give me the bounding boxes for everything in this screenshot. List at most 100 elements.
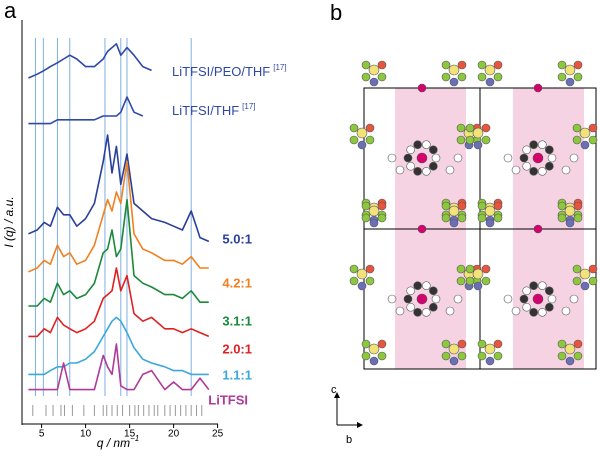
atom [533, 83, 543, 93]
atom [484, 205, 496, 217]
atom [449, 356, 459, 366]
atom [377, 213, 387, 223]
atom [547, 153, 557, 163]
atom [441, 60, 451, 70]
atom [349, 123, 359, 133]
atom [573, 339, 583, 349]
atom [457, 60, 467, 70]
atom [445, 306, 455, 316]
x-tick-label: 15 [124, 429, 136, 440]
series-label-ref: [17] [242, 102, 255, 111]
atom [519, 153, 529, 163]
atom [457, 351, 467, 361]
atom [477, 201, 487, 211]
atom [457, 201, 467, 211]
atom [441, 339, 451, 349]
atom [448, 64, 460, 76]
series-line [28, 267, 210, 338]
atom [472, 268, 484, 280]
atom [416, 152, 428, 164]
atom [387, 153, 397, 163]
atom [441, 351, 451, 361]
atom [406, 161, 415, 171]
atom [356, 268, 368, 280]
atom [429, 286, 438, 296]
atom [477, 351, 487, 361]
atom [441, 201, 451, 211]
atom [477, 72, 487, 82]
atom [387, 294, 397, 304]
series-label: LiTFSI/THF [17] [172, 102, 256, 118]
x-tick-label: 20 [168, 429, 180, 440]
atom [441, 213, 451, 223]
atom [538, 281, 547, 290]
atom [369, 218, 379, 228]
atom [413, 140, 422, 149]
atom [365, 276, 375, 286]
atom [538, 167, 547, 176]
atom [477, 60, 487, 70]
atom [465, 264, 475, 274]
atom [573, 213, 583, 223]
atom [349, 135, 359, 145]
atom [429, 302, 438, 312]
atom [377, 60, 387, 70]
atom [477, 213, 487, 223]
series-label: 4.2:1 [222, 275, 252, 290]
atom [564, 205, 576, 217]
atom [456, 123, 466, 133]
atom [529, 140, 538, 149]
atom [569, 294, 579, 304]
x-tick-label: 25 [212, 429, 224, 440]
axis-arrow [334, 392, 340, 398]
atom [361, 213, 371, 223]
atom [547, 294, 557, 304]
atom [557, 60, 567, 70]
atom [532, 152, 544, 164]
atom [422, 167, 431, 176]
series-label: 2.0:1 [222, 341, 252, 356]
atom [511, 306, 521, 316]
atom [493, 201, 503, 211]
atom [422, 308, 431, 317]
atom [522, 145, 531, 155]
atom [357, 140, 367, 150]
atom [557, 72, 567, 82]
atom [493, 213, 503, 223]
atom [588, 264, 598, 274]
atom [365, 123, 375, 133]
series-line [28, 134, 210, 243]
atom [465, 276, 475, 286]
atom [453, 294, 463, 304]
atom [503, 294, 513, 304]
atom [453, 153, 463, 163]
atom [449, 218, 459, 228]
atom [445, 165, 455, 175]
atom [557, 213, 567, 223]
atom [368, 343, 380, 355]
atom [377, 72, 387, 82]
atom [538, 140, 547, 149]
panel-label: a [4, 0, 17, 23]
series-label: 1.1:1 [222, 367, 252, 382]
series-line [28, 96, 144, 125]
axis-arrow [357, 422, 363, 428]
atom [565, 218, 575, 228]
atom [441, 72, 451, 82]
atom [573, 351, 583, 361]
atom [361, 339, 371, 349]
atom [565, 356, 575, 366]
atom [484, 343, 496, 355]
atom [473, 140, 483, 150]
atom [456, 135, 466, 145]
atom [579, 127, 591, 139]
atom [361, 201, 371, 211]
atom [533, 224, 543, 234]
atom [493, 351, 503, 361]
atom [545, 302, 554, 312]
atom [545, 145, 554, 155]
atom [588, 276, 598, 286]
atom [448, 343, 460, 355]
atom [484, 64, 496, 76]
